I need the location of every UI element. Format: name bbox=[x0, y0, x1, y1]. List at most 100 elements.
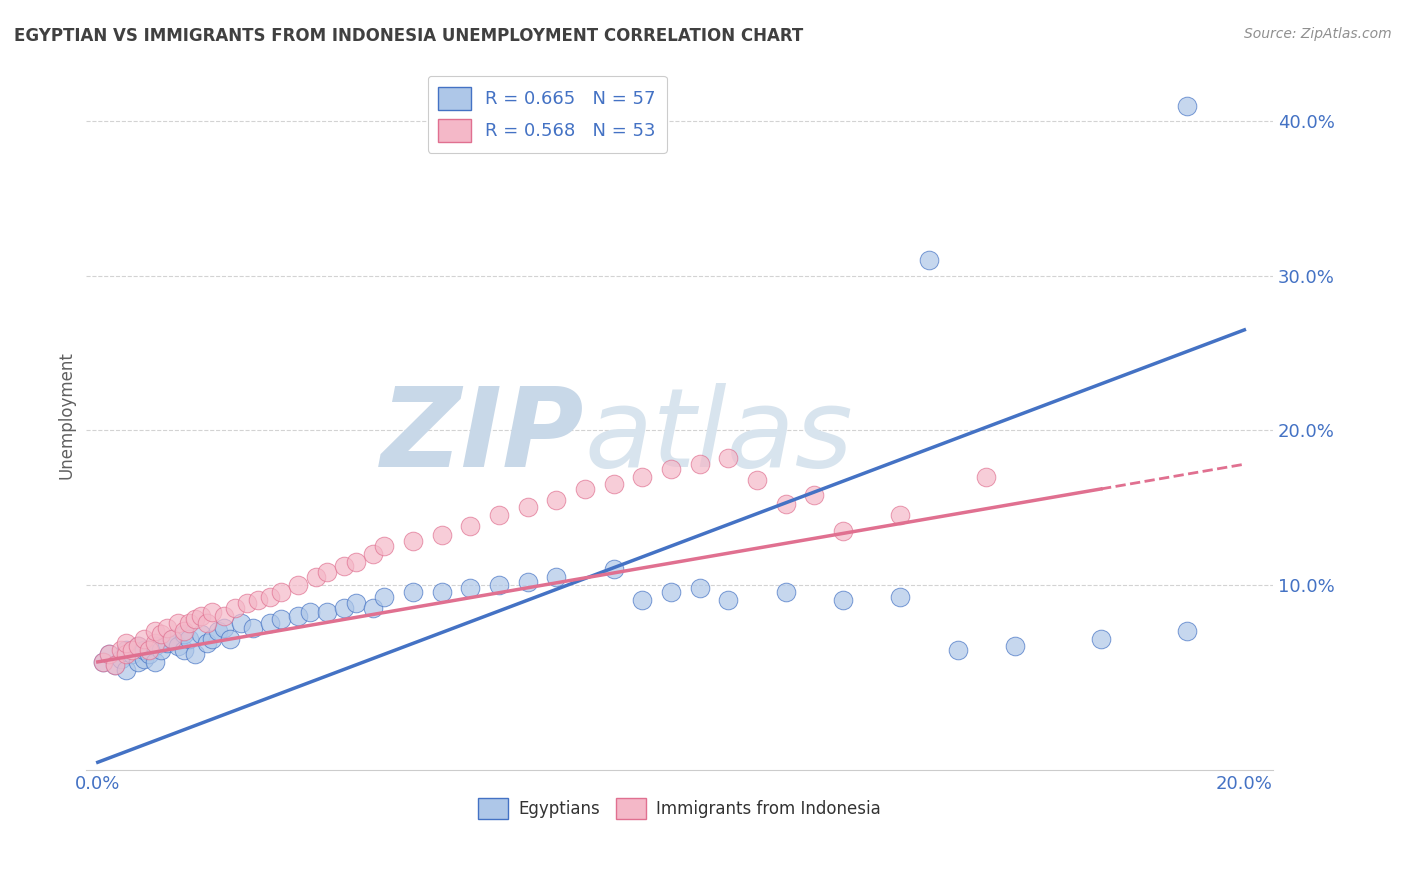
Point bbox=[717, 593, 740, 607]
Point bbox=[195, 636, 218, 650]
Point bbox=[775, 497, 797, 511]
Point bbox=[224, 600, 246, 615]
Point bbox=[138, 647, 160, 661]
Point bbox=[259, 590, 281, 604]
Point bbox=[229, 616, 252, 631]
Point bbox=[659, 585, 682, 599]
Point bbox=[127, 640, 149, 654]
Point bbox=[167, 640, 190, 654]
Point bbox=[361, 600, 384, 615]
Point bbox=[430, 528, 453, 542]
Point bbox=[316, 606, 339, 620]
Point bbox=[832, 524, 855, 538]
Point bbox=[115, 642, 138, 657]
Point bbox=[110, 652, 132, 666]
Point bbox=[402, 585, 425, 599]
Point bbox=[460, 581, 482, 595]
Point bbox=[402, 534, 425, 549]
Point bbox=[98, 647, 121, 661]
Text: EGYPTIAN VS IMMIGRANTS FROM INDONESIA UNEMPLOYMENT CORRELATION CHART: EGYPTIAN VS IMMIGRANTS FROM INDONESIA UN… bbox=[14, 27, 803, 45]
Point bbox=[889, 590, 911, 604]
Point bbox=[132, 632, 155, 646]
Point bbox=[184, 647, 207, 661]
Point bbox=[298, 606, 321, 620]
Point bbox=[430, 585, 453, 599]
Point bbox=[143, 624, 166, 638]
Point bbox=[832, 593, 855, 607]
Point bbox=[287, 608, 309, 623]
Point bbox=[1175, 624, 1198, 638]
Point bbox=[121, 647, 143, 661]
Point bbox=[488, 577, 510, 591]
Point bbox=[93, 655, 115, 669]
Point bbox=[190, 627, 212, 641]
Point bbox=[689, 581, 711, 595]
Point bbox=[195, 616, 218, 631]
Point bbox=[488, 508, 510, 523]
Point bbox=[333, 600, 356, 615]
Point bbox=[270, 585, 292, 599]
Point bbox=[138, 642, 160, 657]
Point bbox=[659, 462, 682, 476]
Point bbox=[218, 632, 240, 646]
Point bbox=[115, 663, 138, 677]
Point bbox=[207, 624, 229, 638]
Point bbox=[344, 554, 367, 568]
Point bbox=[333, 559, 356, 574]
Point bbox=[1090, 632, 1112, 646]
Point bbox=[104, 657, 127, 672]
Point bbox=[173, 627, 195, 641]
Point bbox=[603, 562, 626, 576]
Point bbox=[631, 593, 654, 607]
Point bbox=[155, 621, 177, 635]
Point bbox=[212, 621, 235, 635]
Point bbox=[201, 606, 224, 620]
Legend: Egyptians, Immigrants from Indonesia: Egyptians, Immigrants from Indonesia bbox=[471, 791, 889, 826]
Point bbox=[115, 647, 138, 661]
Point bbox=[155, 636, 177, 650]
Text: Source: ZipAtlas.com: Source: ZipAtlas.com bbox=[1244, 27, 1392, 41]
Point bbox=[603, 477, 626, 491]
Point bbox=[143, 655, 166, 669]
Point bbox=[631, 469, 654, 483]
Point bbox=[132, 642, 155, 657]
Point bbox=[976, 469, 998, 483]
Point bbox=[179, 616, 201, 631]
Point bbox=[717, 450, 740, 465]
Point bbox=[946, 642, 969, 657]
Point bbox=[247, 593, 270, 607]
Point bbox=[190, 608, 212, 623]
Point bbox=[93, 655, 115, 669]
Point bbox=[201, 632, 224, 646]
Point bbox=[149, 627, 172, 641]
Point bbox=[115, 636, 138, 650]
Point bbox=[270, 612, 292, 626]
Point bbox=[889, 508, 911, 523]
Point bbox=[460, 519, 482, 533]
Point bbox=[149, 642, 172, 657]
Text: ZIP: ZIP bbox=[381, 383, 585, 490]
Point bbox=[127, 640, 149, 654]
Point bbox=[173, 624, 195, 638]
Point bbox=[689, 457, 711, 471]
Point bbox=[242, 621, 264, 635]
Point bbox=[1004, 640, 1026, 654]
Point bbox=[143, 640, 166, 654]
Point bbox=[918, 253, 941, 268]
Point bbox=[162, 632, 184, 646]
Point bbox=[373, 590, 395, 604]
Point bbox=[775, 585, 797, 599]
Y-axis label: Unemployment: Unemployment bbox=[58, 351, 75, 479]
Point bbox=[1175, 99, 1198, 113]
Point bbox=[546, 570, 568, 584]
Point bbox=[162, 632, 184, 646]
Point bbox=[316, 566, 339, 580]
Point bbox=[236, 596, 259, 610]
Point bbox=[745, 473, 768, 487]
Point bbox=[361, 547, 384, 561]
Point bbox=[516, 574, 538, 589]
Point bbox=[344, 596, 367, 610]
Point bbox=[516, 500, 538, 515]
Point bbox=[212, 608, 235, 623]
Point bbox=[143, 636, 166, 650]
